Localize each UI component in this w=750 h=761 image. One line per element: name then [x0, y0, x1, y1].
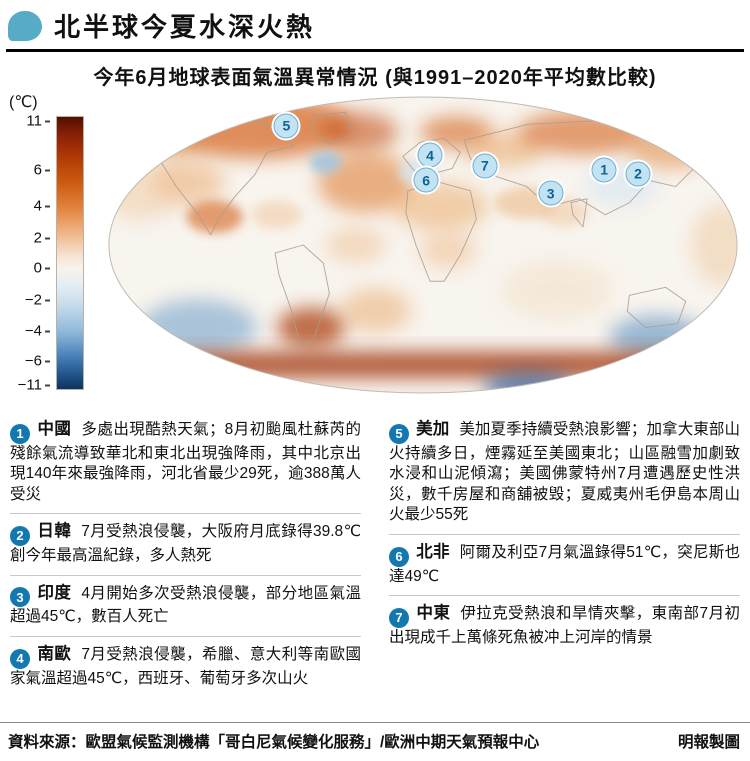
colorbar-tick-label: 2: [34, 230, 50, 247]
region-col-left: 1 中國 多處出現酷熱天氣；8月初颱風杜蘇芮的殘餘氣流導致華北和東北出現強降雨，其中…: [10, 412, 361, 697]
region-text: 阿爾及利亞7月氣溫錄得51℃，突尼斯也達49℃: [389, 544, 741, 585]
world-map-svg: [108, 96, 738, 394]
region-number-badge: 6: [389, 546, 409, 567]
region-number-badge: 2: [10, 526, 30, 547]
region-item-1: 1 中國 多處出現酷熱天氣；8月初颱風杜蘇芮的殘餘氣流導致華北和東北出現強降雨，其中…: [10, 412, 361, 513]
map-marker-4: 4: [417, 142, 443, 168]
region-text: 7月受熱浪侵襲，希臘、意大利等南歐國家氣溫超過45℃，西班牙、葡萄牙多次山火: [10, 645, 362, 687]
region-name: 美加: [416, 420, 450, 438]
map-marker-3: 3: [538, 180, 564, 206]
map-marker-6: 6: [413, 167, 439, 193]
producer-credit: 明報製圖: [677, 734, 740, 751]
colorbar-tick-label: 11: [26, 113, 50, 130]
region-number-badge: 5: [389, 423, 409, 444]
colorbar-gradient: [56, 116, 84, 390]
map-section: (℃) 11 6 4 2 0 −2 −4 −6 −11: [0, 92, 750, 408]
region-item-7: 7 中東 伊拉克受熱浪和旱情夾擊，東南部7月初出現成千上萬條死魚被冲上河岸的情景: [389, 595, 740, 656]
colorbar-tick-label: 6: [34, 162, 50, 179]
map-marker-2: 2: [625, 161, 651, 187]
region-number-badge: 4: [10, 648, 30, 669]
footer: 資料來源：歐盟氣候監測機構「哥白尼氣候變化服務」/歐洲中期天氣預報中心 明報製圖: [0, 722, 750, 761]
region-text: 伊拉克受熱浪和旱情夾擊，東南部7月初出現成千上萬條死魚被冲上河岸的情景: [389, 605, 741, 646]
region-item-5: 5 美加 美加夏季持續受熱浪影響；加拿大東部山火持續多日，煙霧延至美國東北；山區融雪…: [389, 412, 740, 534]
region-name: 印度: [37, 583, 72, 602]
region-item-4: 4 南歐 7月受熱浪侵襲，希臘、意大利等南歐國家氣溫超過45℃，西班牙、葡萄牙多次山…: [10, 635, 362, 697]
colorbar-tick-label: −4: [25, 322, 50, 339]
region-name: 中東: [416, 604, 451, 623]
page-title: 北半球今夏水深火熱: [54, 12, 316, 42]
colorbar: 11 6 4 2 0 −2 −4 −6 −11: [14, 113, 84, 394]
colorbar-tick-label: 0: [34, 260, 50, 277]
map-marker-5: 5: [273, 113, 299, 139]
region-text: 7月受熱浪侵襲，大阪府月底錄得39.8℃創今年最高溫紀錄，多人熱死: [10, 523, 361, 565]
regions: 1 中國 多處出現酷熱天氣；8月初颱風杜蘇芮的殘餘氣流導致華北和東北出現強降雨，其中…: [0, 408, 750, 697]
colorbar-tick-label: −6: [25, 352, 50, 369]
map-marker-7: 7: [472, 153, 498, 179]
region-item-6: 6 北非 阿爾及利亞7月氣溫錄得51℃，突尼斯也達49℃: [389, 534, 740, 595]
region-text: 4月開始多次受熱浪侵襲，部分地區氣溫超過45℃，數百人死亡: [10, 584, 362, 626]
map-subtitle: 今年6月地球表面氣溫異常情況 (與1991–2020年平均數比較): [93, 67, 657, 89]
region-number-badge: 7: [389, 607, 409, 628]
region-name: 南歐: [37, 644, 72, 663]
colorbar-unit-label: (℃): [9, 94, 38, 111]
region-name: 中國: [37, 420, 72, 438]
region-number-badge: 3: [10, 587, 30, 608]
region-name: 北非: [416, 543, 450, 562]
colorbar-ticks: 11 6 4 2 0 −2 −4 −6 −11: [14, 113, 54, 394]
region-item-2: 2 日韓 7月受熱浪侵襲，大阪府月底錄得39.8℃創今年最高溫紀錄，多人熱死: [10, 513, 361, 574]
mingpao-logo-icon: [8, 10, 42, 41]
region-text: 美加夏季持續受熱浪影響；加拿大東部山火持續多日，煙霧延至美國東北；山區融雪加劇致…: [389, 421, 741, 524]
map-marker-1: 1: [591, 157, 617, 183]
region-text: 多處出現酷熱天氣；8月初颱風杜蘇芮的殘餘氣流導致華北和東北出現強降雨，其中北京出…: [10, 421, 362, 503]
header-divider: [6, 49, 744, 52]
colorbar-tick-label: −2: [25, 291, 50, 308]
colorbar-tick-label: 4: [34, 197, 50, 214]
header: 北半球今夏水深火熱: [0, 0, 750, 49]
region-item-3: 3 印度 4月開始多次受熱浪侵襲，部分地區氣溫超過45℃，數百人死亡: [10, 574, 362, 636]
region-number-badge: 1: [10, 423, 30, 444]
region-name: 日韓: [37, 522, 72, 541]
source-credit: 資料來源：歐盟氣候監測機構「哥白尼氣候變化服務」/歐洲中期天氣預報中心: [8, 734, 540, 751]
colorbar-tick-label: −11: [18, 377, 50, 394]
region-col-right: 5 美加 美加夏季持續受熱浪影響；加拿大東部山火持續多日，煙霧延至美國東北；山區融雪…: [389, 412, 740, 697]
